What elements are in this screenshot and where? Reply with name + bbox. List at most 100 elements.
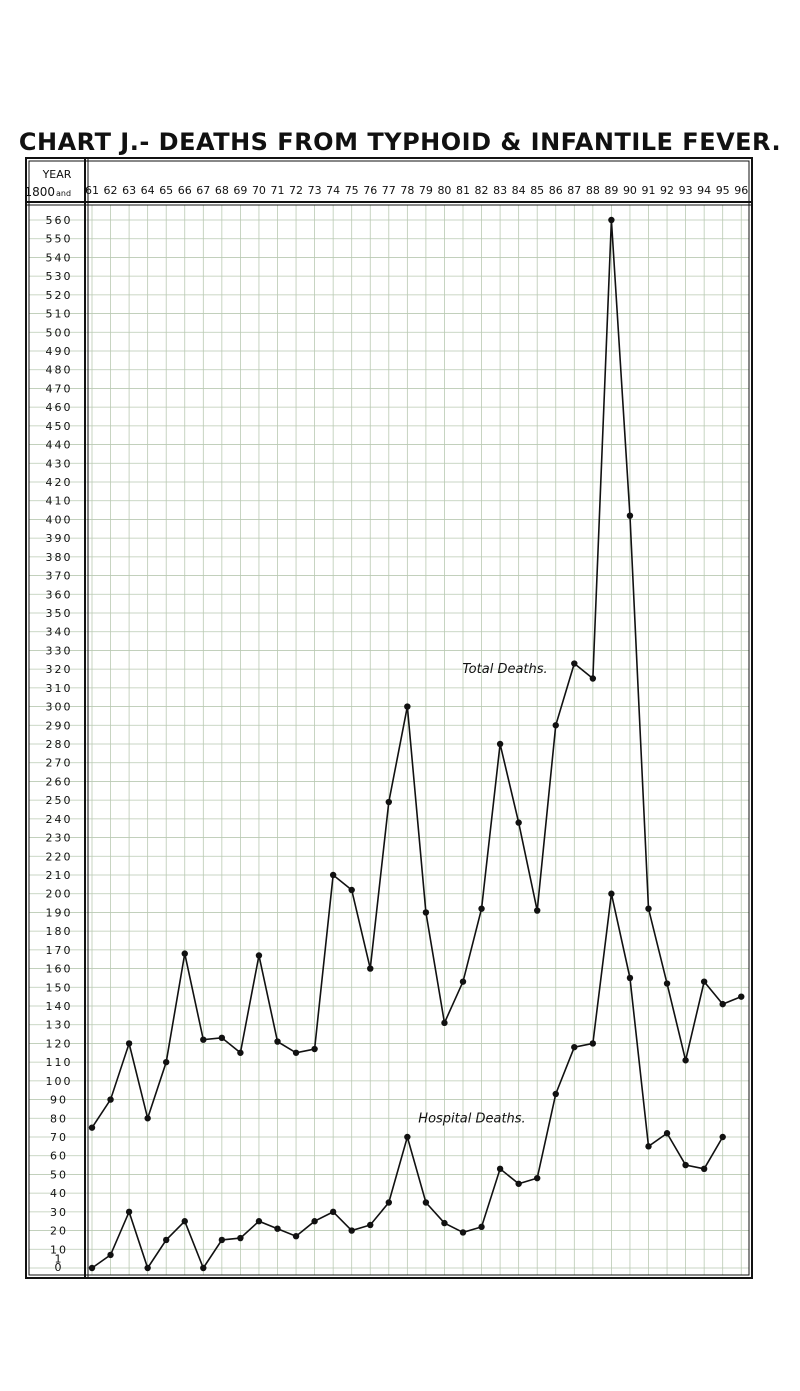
y-tick-label: 70 <box>50 1131 68 1144</box>
y-tick-label: 170 <box>46 944 73 957</box>
hospital-deaths-point <box>682 1161 689 1169</box>
hospital-deaths-point <box>496 1165 504 1173</box>
y-tick-label: 120 <box>46 1037 73 1050</box>
corner-year-label: YEAR <box>42 168 72 181</box>
x-tick-label: 96 <box>734 184 748 197</box>
total-deaths-point <box>663 980 671 987</box>
x-axis-labels: 61 62 63 64 65 66 67 68 69 70 71 72 73 74 75 76 77 78 79 80… <box>85 184 748 197</box>
total-deaths-point <box>719 1000 726 1008</box>
total-deaths-point <box>422 909 430 916</box>
y-tick-label: 460 <box>46 401 73 414</box>
x-tick-label: 79 <box>419 184 433 197</box>
y-tick-label: 370 <box>46 570 73 583</box>
x-tick-label: 63 <box>122 184 136 197</box>
hospital-deaths-point <box>459 1229 467 1236</box>
x-tick-label: 76 <box>363 184 377 197</box>
y-tick-label: 110 <box>46 1056 73 1069</box>
x-tick-label: 78 <box>400 184 414 197</box>
x-tick-label: 82 <box>475 184 489 197</box>
total-deaths-point <box>329 871 337 879</box>
y-tick-label: 410 <box>46 495 73 508</box>
total-deaths-point <box>459 978 467 985</box>
y-tick-label: 210 <box>46 869 73 882</box>
corner-header: YEAR 1800 and <box>24 168 71 199</box>
hospital-deaths-point <box>441 1219 448 1227</box>
chart-frame <box>25 157 753 1279</box>
hospital-deaths-point <box>534 1174 541 1182</box>
hospital-deaths-point <box>255 1218 263 1225</box>
y-tick-label: 240 <box>46 813 73 826</box>
y-tick-label: 360 <box>46 588 73 601</box>
hospital-deaths-point <box>274 1225 281 1232</box>
total-deaths-point <box>496 740 504 748</box>
y-tick-label: 220 <box>46 850 73 863</box>
y-tick-label: 350 <box>46 607 73 620</box>
x-tick-label: 65 <box>159 184 173 197</box>
total-deaths-point <box>200 1036 207 1043</box>
total-deaths-point <box>348 886 355 894</box>
y-tick-label: 20 <box>50 1225 68 1238</box>
hospital-deaths-point <box>663 1130 671 1137</box>
hospital-deaths-point <box>348 1227 355 1234</box>
y-tick-label: 550 <box>46 233 73 246</box>
y-tick-label: 0 <box>55 1261 64 1274</box>
hospital-deaths-point <box>218 1236 226 1244</box>
total-deaths-point <box>441 1019 448 1027</box>
y-tick-label: 430 <box>46 457 73 470</box>
x-tick-label: 87 <box>567 184 581 197</box>
total-deaths-point <box>292 1049 300 1056</box>
total-deaths-point <box>163 1058 170 1066</box>
x-tick-label: 89 <box>604 184 618 197</box>
x-tick-label: 61 <box>85 184 99 197</box>
hospital-deaths-point <box>589 1040 597 1047</box>
y-tick-label: 400 <box>46 513 73 526</box>
y-tick-label: 190 <box>46 906 73 919</box>
total-deaths-point <box>534 907 541 914</box>
hospital-deaths-label: Hospital Deaths. <box>418 1111 525 1126</box>
hospital-deaths-point <box>515 1180 522 1187</box>
y-tick-label: 130 <box>46 1019 73 1032</box>
hospital-deaths-point <box>719 1133 726 1141</box>
total-deaths-point <box>144 1115 151 1122</box>
total-deaths-point <box>311 1045 318 1053</box>
hospital-deaths-point <box>163 1236 170 1244</box>
x-tick-label: 68 <box>215 184 229 197</box>
total-deaths-point <box>589 675 597 682</box>
x-tick-label: 84 <box>512 184 526 197</box>
y-tick-label: 520 <box>46 289 73 302</box>
hospital-deaths-point <box>367 1221 374 1229</box>
y-tick-label: 250 <box>46 794 73 807</box>
y-tick-label: 310 <box>46 682 73 695</box>
y-tick-label: 320 <box>46 663 73 676</box>
total-deaths-point <box>181 950 188 957</box>
total-deaths-line <box>91 219 742 1129</box>
x-tick-label: 72 <box>289 184 303 197</box>
hospital-deaths-point <box>385 1199 392 1206</box>
total-deaths-point <box>237 1049 244 1056</box>
x-tick-label: 90 <box>623 184 637 197</box>
y-tick-label: 510 <box>46 308 73 321</box>
x-tick-label: 92 <box>660 184 674 197</box>
y-tick-label: 440 <box>46 439 73 452</box>
x-tick-label: 81 <box>456 184 470 197</box>
y-tick-label: 180 <box>46 925 73 938</box>
total-deaths-point <box>608 216 615 224</box>
x-tick-label: 85 <box>530 184 544 197</box>
x-tick-label: 80 <box>437 184 451 197</box>
y-tick-label: 280 <box>46 738 73 751</box>
series-layer <box>88 216 745 1272</box>
total-deaths-point <box>700 978 708 985</box>
y-tick-label: 260 <box>46 775 73 788</box>
y-tick-label: 420 <box>46 476 73 489</box>
y-tick-label: 100 <box>46 1075 73 1088</box>
x-tick-label: 74 <box>326 184 340 197</box>
y-tick-label: 340 <box>46 626 73 639</box>
y-tick-label: 60 <box>50 1150 68 1163</box>
y-tick-label: 50 <box>50 1168 68 1181</box>
y-tick-label: 390 <box>46 532 73 545</box>
x-tick-label: 86 <box>549 184 563 197</box>
y-tick-label: 200 <box>46 888 73 901</box>
hospital-deaths-point <box>626 974 634 982</box>
hospital-deaths-point <box>181 1218 188 1225</box>
